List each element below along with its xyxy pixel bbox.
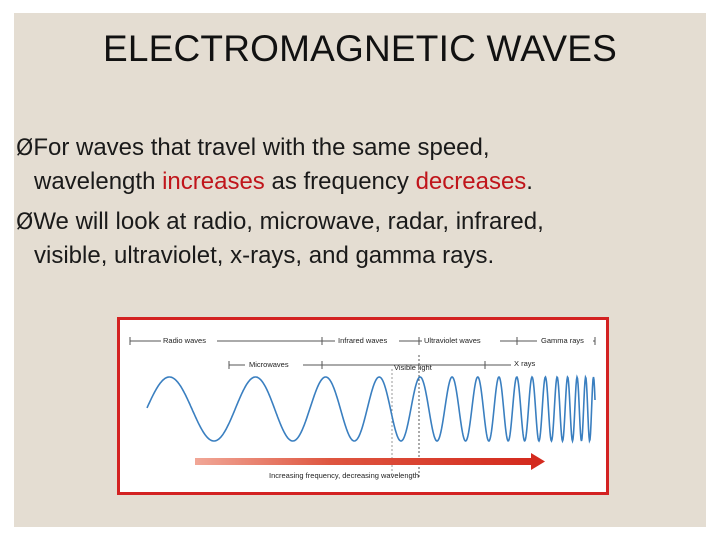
arrow-caption: Increasing frequency, decreasing wavelen… (269, 471, 419, 480)
bullet-1-line1: For waves that travel with the same spee… (33, 134, 490, 161)
label-bg (422, 335, 500, 346)
bullet-2-line2: visible, ultraviolet, x-rays, and gamma … (34, 242, 495, 269)
label-bg (511, 358, 543, 369)
label-x-rays: X rays (514, 359, 536, 368)
label-bg (537, 335, 593, 346)
em-spectrum-figure: Radio waves Infrared waves Ultraviolet w… (117, 317, 609, 495)
bullet-1-text: as frequency (264, 168, 416, 195)
bullet-1-period: . (526, 168, 533, 195)
bullet-arrow-icon: Ø (16, 210, 34, 235)
spectrum-diagram: Radio waves Infrared waves Ultraviolet w… (117, 317, 609, 495)
label-bg (161, 335, 217, 346)
em-wave (146, 374, 596, 444)
label-radio-waves: Radio waves (163, 336, 206, 345)
bullet-arrow-icon: Ø (16, 136, 34, 161)
emphasis-increases: increases (162, 168, 265, 195)
bullet-1: ØFor waves that travel with the same spe… (16, 131, 696, 198)
label-infrared-waves: Infrared waves (338, 336, 387, 345)
label-ultraviolet-waves: Ultraviolet waves (424, 336, 481, 345)
bullet-1-text: wavelength (34, 168, 163, 195)
label-gamma-rays: Gamma rays (541, 336, 584, 345)
label-bg (245, 359, 303, 370)
bullet-2-line1: We will look at radio, microwave, radar,… (33, 208, 544, 235)
bullet-2: ØWe will look at radio, microwave, radar… (16, 205, 696, 272)
label-visible-light: Visible light (394, 363, 433, 372)
frequency-arrow-icon (195, 453, 545, 470)
slide-title: ELECTROMAGNETIC WAVES (102, 28, 618, 69)
label-microwaves: Microwaves (249, 360, 289, 369)
emphasis-decreases: decreases (415, 168, 527, 195)
label-bg (335, 335, 399, 346)
bullet-1-line2: wavelength increases as frequency decrea… (16, 165, 696, 198)
